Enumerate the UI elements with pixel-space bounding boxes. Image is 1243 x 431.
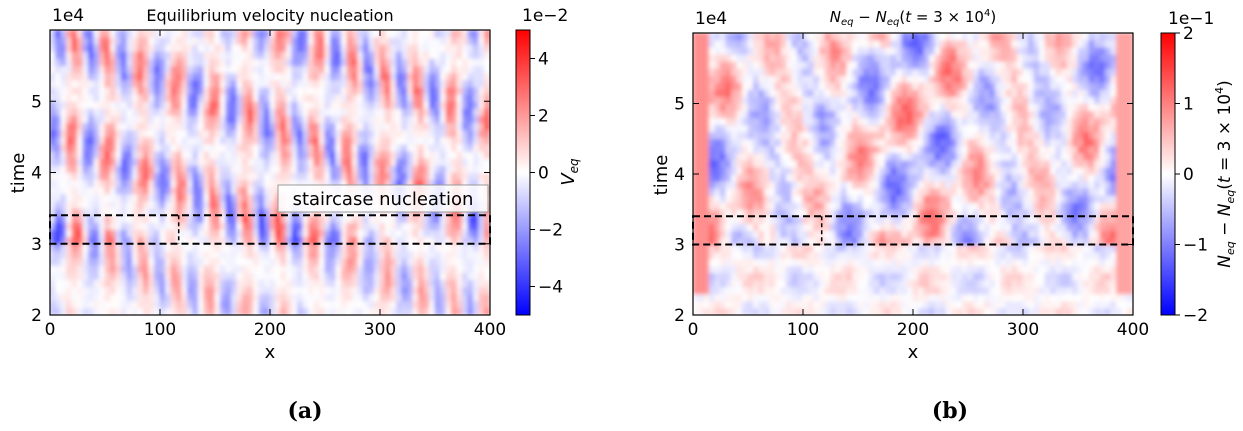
- colorbar-tick-label: −2: [538, 221, 563, 241]
- annotation-box: [277, 184, 489, 213]
- x-tick-label: 400: [474, 320, 506, 340]
- x-axis-label-a: x: [265, 342, 276, 363]
- dashed-nucleation-box: [49, 214, 491, 245]
- y-tick-label: 5: [31, 92, 42, 112]
- heatmap-field-a: [50, 30, 490, 315]
- colorbar-tick-label: −2: [1183, 306, 1208, 326]
- colorbar-offset-label-a: 1e−2: [522, 6, 568, 26]
- colorbar-tick-label: 0: [1183, 165, 1194, 185]
- x-tick-label: 300: [1007, 320, 1039, 340]
- y-tick-label: 2: [31, 306, 42, 326]
- subfigure-label-b: (b): [932, 398, 968, 424]
- colorbar-b: [1160, 32, 1176, 316]
- x-tick-label: 100: [144, 320, 176, 340]
- y-tick-label: 5: [674, 95, 685, 115]
- x-tick-label: 0: [688, 320, 699, 340]
- colorbar-label-a: Veq: [558, 158, 581, 186]
- colorbar-tick-label: 2: [1183, 24, 1194, 44]
- y-axis-label-b: time: [651, 155, 672, 196]
- y-offset-label-b: 1e4: [695, 9, 727, 29]
- heatmap-panel-a: Equilibrium velocity nucleation 1e4 0 100…: [8, 6, 581, 363]
- x-tick-label: 300: [364, 320, 396, 340]
- y-axis-label-a: time: [8, 153, 29, 194]
- chart-title-b: Neq − Neq(t = 3 × 104): [830, 8, 996, 28]
- subfigure-label-a: (a): [287, 398, 322, 424]
- y-tick-label: 2: [674, 306, 685, 326]
- colorbar-tick-label: 0: [538, 164, 549, 184]
- colorbar-tick-label: −4: [538, 278, 563, 298]
- dashed-nucleation-box: [692, 215, 1134, 246]
- y-tick-label: 3: [31, 235, 42, 255]
- x-tick-label: 100: [787, 320, 819, 340]
- colorbar-label-b: Neq − Neq(t = 3 × 104): [1213, 80, 1237, 268]
- x-tick-label: 200: [254, 320, 286, 340]
- colorbar-tick-label: 4: [538, 50, 549, 70]
- x-tick-label: 0: [45, 320, 56, 340]
- colorbar-tick-label: −1: [1183, 236, 1208, 256]
- x-axis-label-b: x: [908, 342, 919, 363]
- colorbar-a: [515, 29, 531, 316]
- y-tick-label: 4: [674, 165, 685, 185]
- heatmap-panel-b: Neq − Neq(t = 3 × 104) 1e4 0 100 200 300 400…: [651, 8, 1237, 363]
- x-tick-label: 200: [897, 320, 929, 340]
- x-tick-label: 400: [1117, 320, 1149, 340]
- colorbar-tick-label: 1: [1183, 95, 1194, 115]
- annotation-staircase-nucleation: staircase nucleation: [293, 189, 474, 210]
- y-tick-label: 4: [31, 164, 42, 184]
- y-tick-label: 3: [674, 236, 685, 256]
- y-offset-label-a: 1e4: [52, 6, 84, 26]
- colorbar-tick-label: 2: [538, 107, 549, 127]
- chart-title-a: Equilibrium velocity nucleation: [146, 6, 393, 25]
- colorbar-offset-label-b: 1e−1: [1168, 9, 1214, 29]
- heatmap-field-b: [693, 33, 1133, 315]
